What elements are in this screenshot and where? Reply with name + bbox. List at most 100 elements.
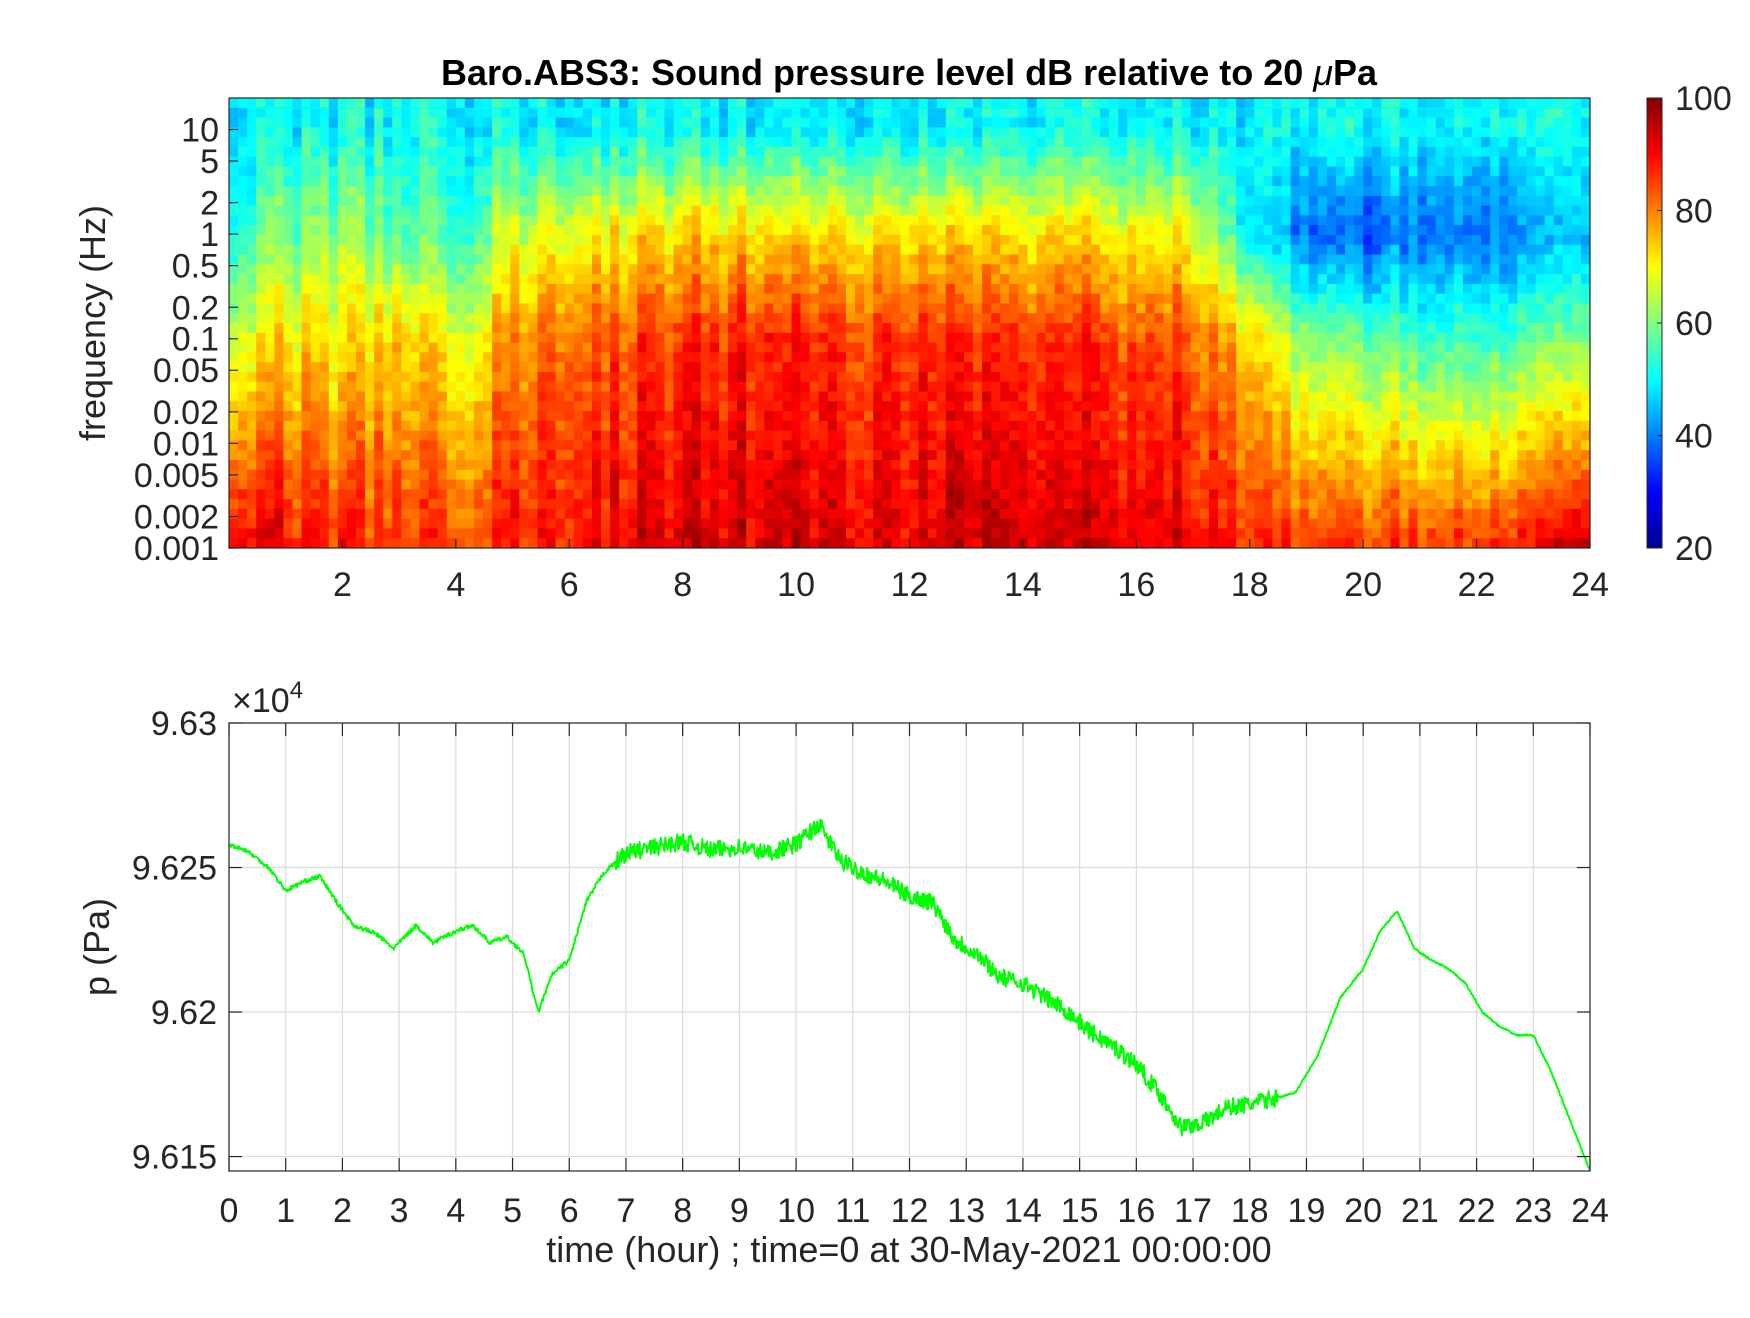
heatmap-cell	[238, 352, 248, 363]
heatmap-cell	[646, 244, 657, 256]
heatmap-cell	[238, 166, 248, 177]
heatmap-cell	[1163, 98, 1174, 109]
heatmap-cell	[1127, 401, 1137, 412]
heatmap-cell	[737, 489, 747, 500]
heatmap-cell	[265, 489, 275, 500]
heatmap-cell	[310, 450, 321, 461]
heatmap-cell	[346, 342, 357, 353]
heatmap-cell	[718, 381, 729, 393]
heatmap-cell	[383, 244, 393, 256]
heatmap-cell	[510, 137, 520, 148]
heatmap-cell	[274, 342, 285, 353]
heatmap-cell	[473, 401, 484, 412]
heatmap-cell	[773, 293, 784, 305]
heatmap-cell	[619, 440, 629, 451]
heatmap-cell	[1163, 215, 1174, 226]
heatmap-cell	[1045, 156, 1056, 168]
heatmap-cell	[473, 518, 484, 530]
heatmap-cell	[265, 499, 275, 510]
heatmap-cell	[229, 283, 239, 295]
heatmap-cell	[637, 137, 647, 148]
heatmap-cell	[519, 283, 530, 295]
heatmap-cell	[483, 166, 493, 177]
heatmap-cell	[963, 127, 974, 138]
heatmap-cell	[1127, 137, 1137, 148]
heatmap-cell	[1127, 195, 1137, 207]
heatmap-cell	[954, 215, 965, 226]
heatmap-cell	[836, 205, 847, 216]
heatmap-cell	[1000, 234, 1010, 246]
heatmap-cell	[1063, 332, 1074, 344]
heatmap-cell	[700, 205, 711, 216]
heatmap-cell	[1063, 117, 1074, 128]
heatmap-cell	[845, 430, 856, 441]
heatmap-cell	[229, 303, 239, 314]
heatmap-cell	[537, 391, 548, 402]
heatmap-cell	[973, 137, 983, 148]
heatmap-cell	[973, 323, 983, 334]
heatmap-cell	[1090, 146, 1101, 158]
heatmap-cell	[483, 489, 493, 500]
heatmap-cell	[1000, 352, 1010, 363]
heatmap-cell	[455, 440, 466, 451]
heatmap-cell	[755, 215, 765, 226]
heatmap-cell	[728, 264, 738, 275]
heatmap-cell	[1136, 430, 1146, 441]
heatmap-cell	[238, 156, 248, 168]
heatmap-cell	[292, 411, 303, 422]
heatmap-cell	[655, 518, 666, 530]
heatmap-cell	[800, 469, 811, 481]
heatmap-cell	[319, 362, 330, 373]
heatmap-cell	[1190, 508, 1201, 520]
heatmap-cell	[1036, 489, 1047, 500]
heatmap-cell	[891, 332, 902, 344]
heatmap-cell	[1154, 313, 1165, 324]
heatmap-cell	[492, 518, 502, 530]
heatmap-cell	[700, 107, 711, 119]
heatmap-cell	[900, 303, 911, 314]
heatmap-cell	[619, 323, 629, 334]
heatmap-cell	[446, 264, 457, 275]
heatmap-cell	[1199, 450, 1210, 461]
heatmap-cell	[755, 371, 765, 383]
heatmap-cell	[446, 450, 457, 461]
heatmap-cell	[464, 146, 475, 158]
heatmap-cell	[428, 274, 439, 285]
heatmap-cell	[682, 274, 693, 285]
heatmap-cell	[728, 205, 738, 216]
heatmap-cell	[746, 381, 756, 393]
heatmap-cell	[737, 430, 747, 441]
heatmap-cell	[655, 489, 666, 500]
heatmap-cell	[1136, 293, 1146, 305]
heatmap-cell	[963, 264, 974, 275]
heatmap-cell	[1036, 342, 1047, 353]
heatmap-cell	[582, 518, 593, 530]
heatmap-cell	[437, 499, 448, 510]
heatmap-cell	[1009, 518, 1019, 530]
heatmap-cell	[383, 195, 393, 207]
heatmap-cell	[229, 391, 239, 402]
heatmap-cell	[709, 244, 720, 256]
heatmap-cell	[392, 215, 402, 226]
heatmap-cell	[718, 430, 729, 441]
heatmap-cell	[510, 146, 520, 158]
heatmap-cell	[274, 313, 285, 324]
heatmap-cell	[464, 323, 475, 334]
heatmap-cell	[755, 225, 765, 236]
heatmap-cell	[274, 156, 285, 168]
heatmap-cell	[827, 244, 838, 256]
heatmap-cell	[591, 420, 602, 432]
heatmap-cell	[564, 195, 575, 207]
heatmap-cell	[419, 391, 430, 402]
heatmap-cell	[755, 538, 765, 548]
heatmap-cell	[1036, 264, 1047, 275]
heatmap-cell	[954, 518, 965, 530]
heatmap-cell	[954, 166, 965, 177]
heatmap-cell	[1109, 166, 1119, 177]
heatmap-cell	[909, 450, 920, 461]
heatmap-cell	[836, 98, 847, 109]
heatmap-cell	[492, 274, 502, 285]
heatmap-cell	[510, 411, 520, 422]
heatmap-cell	[791, 371, 802, 383]
heatmap-cell	[1072, 508, 1083, 520]
